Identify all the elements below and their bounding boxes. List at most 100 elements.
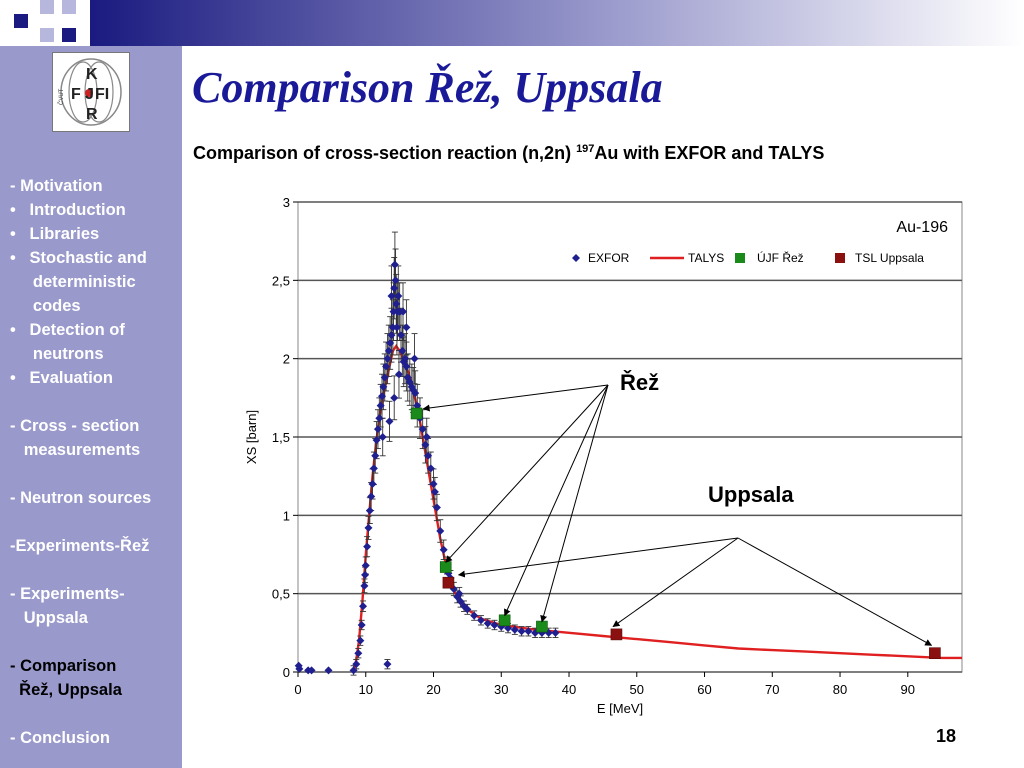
exfor-point [383, 660, 392, 669]
x-tick-label: 40 [562, 682, 576, 697]
y-tick-label: 0,5 [272, 587, 290, 602]
chart-subtitle: Comparison of cross-section reaction (n,… [193, 143, 824, 164]
exfor-point [361, 561, 370, 570]
sidebar-nav-item[interactable]: • Libraries [10, 225, 100, 243]
sidebar-nav-item[interactable]: Řež, Uppsala [10, 681, 122, 699]
exfor-point [368, 480, 377, 488]
exfor-point [483, 619, 492, 628]
legend-tsl-marker [835, 253, 845, 263]
sidebar-nav-item[interactable]: codes [10, 297, 81, 315]
exfor-point [388, 323, 397, 332]
nav-spacer [10, 462, 182, 486]
exfor-point [394, 370, 403, 379]
subtitle-text: Comparison of cross-section reaction (n,… [193, 143, 577, 163]
exfor-point [392, 323, 401, 332]
rez-callout-arrow [504, 384, 609, 617]
nav-spacer [10, 510, 182, 534]
exfor-point [378, 433, 387, 441]
exfor-point [385, 417, 394, 426]
deco-square [40, 28, 54, 42]
exfor-point [359, 602, 368, 611]
uppsala-callout-arrow [612, 537, 739, 627]
nav-spacer [10, 702, 182, 726]
exfor-point [463, 605, 472, 614]
exfor-point [439, 545, 448, 554]
sidebar-nav-item[interactable]: • Introduction [10, 201, 126, 219]
exfor-point [411, 389, 420, 398]
sidebar-nav-item[interactable]: - Experiments- [10, 585, 125, 603]
tsl-uppsala-point [610, 628, 623, 641]
exfor-point [455, 589, 464, 598]
exfor-point [426, 464, 435, 473]
exfor-point [399, 307, 408, 316]
exfor-point [476, 616, 485, 625]
exfor-point [497, 622, 506, 631]
sidebar [0, 46, 182, 768]
exfor-point [429, 480, 438, 488]
exfor-point [390, 260, 399, 269]
rez-callout-arrow [445, 384, 609, 563]
y-tick-label: 1,5 [272, 430, 290, 445]
exfor-point [422, 433, 431, 441]
exfor-point [373, 425, 382, 434]
x-axis-label: E [MeV] [597, 701, 643, 716]
exfor-point [396, 331, 405, 340]
y-tick-label: 3 [283, 195, 290, 210]
exfor-point [387, 331, 396, 340]
sidebar-nav-item[interactable]: - Conclusion [10, 729, 110, 747]
exfor-point [401, 354, 410, 363]
exfor-point [384, 346, 393, 355]
sidebar-nav-item[interactable]: deterministic [10, 273, 136, 291]
rez-callout-arrow [422, 384, 609, 412]
exfor-point [390, 393, 399, 402]
fjfi-logo: K F J FI R ČVUT [52, 52, 130, 132]
exfor-point [389, 307, 398, 316]
y-tick-label: 0 [283, 665, 290, 680]
exfor-point [367, 492, 376, 501]
exfor-point [387, 292, 396, 300]
exfor-point [524, 627, 533, 636]
logo-letter-fi: FI [95, 86, 109, 103]
exfor-point [430, 487, 439, 496]
sidebar-nav-item[interactable]: - Cross - section [10, 417, 140, 435]
exfor-point [398, 346, 407, 355]
exfor-point [365, 506, 374, 515]
exfor-point [363, 542, 372, 551]
exfor-point [432, 503, 441, 512]
exfor-point [376, 401, 385, 410]
exfor-point [390, 284, 399, 293]
exfor-point [307, 666, 316, 675]
exfor-point [410, 354, 419, 363]
exfor-point [383, 354, 392, 363]
sidebar-nav-item[interactable]: • Evaluation [10, 369, 113, 387]
exfor-point [402, 362, 411, 371]
legend-exfor-marker [572, 254, 580, 262]
exfor-point [504, 624, 513, 633]
sidebar-nav-item[interactable]: measurements [10, 441, 141, 459]
sidebar-nav-item[interactable]: - Comparison [10, 657, 117, 675]
uppsala-callout-arrow [737, 537, 933, 646]
legend-talys-label: TALYS [688, 251, 724, 265]
sidebar-nav-item[interactable]: Uppsala [10, 609, 88, 627]
sidebar-nav-item[interactable]: • Detection of [10, 321, 125, 339]
exfor-point [490, 621, 499, 629]
ujf-rez-point [536, 620, 548, 633]
x-tick-label: 50 [630, 682, 644, 697]
sidebar-nav-item[interactable]: - Motivation [10, 177, 103, 195]
exfor-point [324, 666, 333, 675]
exfor-point [349, 666, 358, 675]
sidebar-nav-item[interactable]: -Experiments-Řež [10, 537, 150, 555]
sidebar-nav-item[interactable]: neutrons [10, 345, 104, 363]
sidebar-nav-item[interactable]: - Neutron sources [10, 489, 152, 507]
exfor-point [380, 373, 389, 382]
subtitle-rest: Au with EXFOR and TALYS [594, 143, 825, 163]
sidebar-nav: - Motivation • Introduction • Libraries • S… [10, 174, 182, 750]
exfor-point [360, 581, 369, 590]
x-tick-label: 60 [697, 682, 711, 697]
ujf-rez-point [410, 407, 423, 420]
deco-square [40, 0, 54, 14]
exfor-point [375, 414, 384, 423]
exfor-point [371, 451, 380, 460]
sidebar-nav-item[interactable]: • Stochastic and [10, 249, 147, 267]
exfor-point [378, 392, 387, 401]
